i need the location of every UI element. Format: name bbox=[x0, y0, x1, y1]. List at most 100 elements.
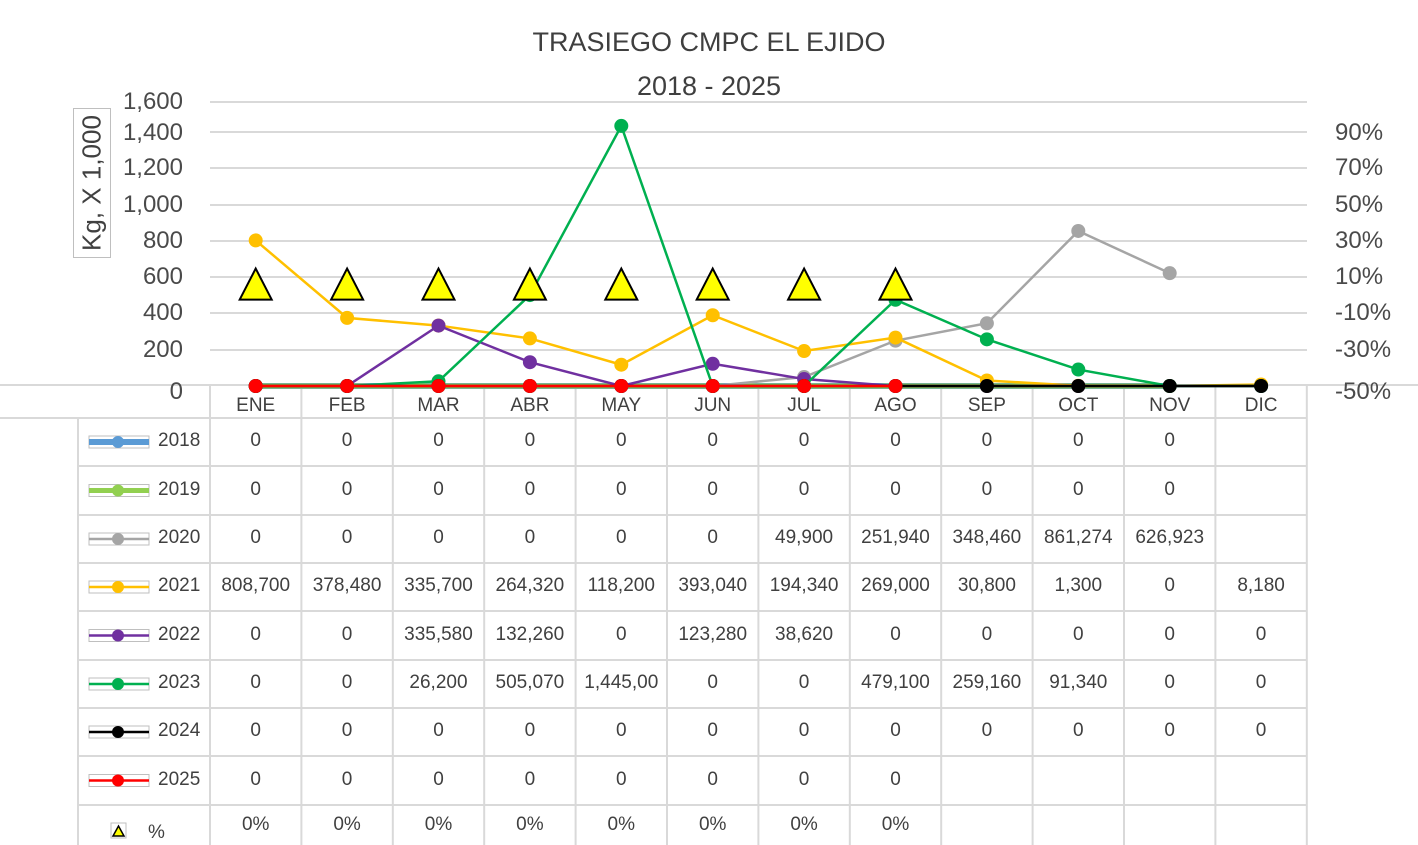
data-label: 8,180 bbox=[1237, 575, 1285, 596]
data-label: 808,700 bbox=[221, 575, 291, 596]
data-label: 0 bbox=[981, 720, 993, 741]
percent-marker bbox=[238, 266, 274, 301]
x-tick-label: DIC bbox=[1244, 395, 1278, 416]
data-label: 0 bbox=[616, 478, 627, 500]
percent-marker bbox=[786, 266, 822, 301]
y2-tick-label: 50% bbox=[1335, 191, 1384, 218]
legend-key-marker-2024 bbox=[112, 726, 124, 738]
data-label: 0 bbox=[1255, 720, 1267, 741]
data-label: 0 bbox=[707, 430, 718, 451]
data-point-2023 bbox=[614, 118, 629, 133]
data-point-2021 bbox=[340, 310, 355, 325]
data-label: 0 bbox=[798, 720, 810, 741]
data-label: 348,460 bbox=[952, 527, 1022, 548]
x-tick-label: FEB bbox=[328, 395, 366, 416]
data-label: 91,340 bbox=[1049, 672, 1108, 693]
data-label: 0 bbox=[250, 527, 261, 548]
y-tick-label: 1,000 bbox=[122, 191, 183, 218]
data-label: 38,620 bbox=[775, 623, 834, 645]
data-label: 0 bbox=[890, 430, 901, 451]
data-label: 0 bbox=[616, 768, 627, 790]
percent-marker bbox=[695, 266, 731, 301]
y-tick-label: 1,600 bbox=[122, 88, 183, 115]
data-label: 0 bbox=[1164, 672, 1175, 693]
data-point-2022 bbox=[522, 355, 537, 370]
data-point-2020 bbox=[1071, 223, 1086, 238]
data-label: 0 bbox=[433, 768, 444, 790]
data-label: 479,100 bbox=[861, 672, 930, 693]
legend-label-2025: 2025 bbox=[158, 768, 201, 790]
data-point-2025 bbox=[522, 379, 537, 393]
data-label: 393,040 bbox=[678, 575, 748, 596]
data-label: 861,274 bbox=[1043, 527, 1113, 548]
legend-label-2019: 2019 bbox=[158, 478, 201, 500]
legend-label-2018: 2018 bbox=[158, 430, 201, 451]
data-point-2024 bbox=[1071, 379, 1086, 393]
percent-label: 0% bbox=[333, 814, 361, 835]
legend-key-marker-2025 bbox=[112, 774, 124, 787]
y-tick-label: 600 bbox=[142, 263, 183, 290]
data-label: 0 bbox=[1164, 575, 1175, 596]
legend-key-percent-marker bbox=[111, 824, 126, 837]
data-label: 0 bbox=[250, 720, 261, 741]
percent-marker bbox=[512, 266, 548, 301]
y-tick-label: 1,200 bbox=[122, 154, 183, 181]
data-label: 0 bbox=[433, 527, 444, 548]
data-label: 0 bbox=[250, 672, 261, 693]
data-label: 0 bbox=[890, 478, 901, 500]
data-label: 0 bbox=[524, 720, 536, 741]
data-label: 0 bbox=[341, 720, 353, 741]
percent-marker bbox=[420, 266, 457, 301]
data-label: 0 bbox=[524, 527, 536, 548]
data-label: 0 bbox=[341, 430, 353, 451]
data-label: 0 bbox=[1073, 478, 1084, 500]
data-point-2024 bbox=[979, 379, 994, 393]
x-tick-label: ABR bbox=[510, 395, 550, 416]
data-label: 0 bbox=[798, 478, 810, 500]
data-point-2025 bbox=[614, 379, 629, 393]
data-point-2025 bbox=[797, 379, 812, 393]
y-tick-label: 200 bbox=[142, 336, 183, 363]
data-label: 0 bbox=[707, 768, 718, 790]
legend-label-2024: 2024 bbox=[158, 720, 201, 741]
legend-key-marker-2019 bbox=[112, 484, 124, 497]
x-tick-label: JUL bbox=[787, 395, 821, 416]
data-label: 0 bbox=[616, 430, 627, 451]
data-label: 0 bbox=[798, 768, 810, 790]
data-label: 0 bbox=[250, 478, 261, 500]
percent-marker bbox=[877, 266, 914, 301]
y2-tick-label: -50% bbox=[1335, 378, 1392, 405]
x-tick-label: NOV bbox=[1149, 395, 1191, 416]
percent-label: 0% bbox=[424, 814, 453, 835]
legend-label-2022: 2022 bbox=[158, 623, 201, 645]
x-tick-label: MAY bbox=[601, 395, 642, 416]
data-label: 0 bbox=[1255, 623, 1267, 645]
data-label: 0 bbox=[341, 527, 353, 548]
legend-key-marker-2023 bbox=[112, 678, 124, 690]
data-label: 0 bbox=[1164, 430, 1175, 451]
data-label: 0 bbox=[250, 430, 261, 451]
data-label: 0 bbox=[1164, 478, 1175, 500]
data-label: 0 bbox=[798, 430, 810, 451]
y2-tick-label: 30% bbox=[1335, 227, 1384, 254]
x-tick-label: OCT bbox=[1058, 395, 1099, 416]
percent-marker bbox=[329, 266, 365, 301]
data-label: 264,320 bbox=[495, 575, 565, 596]
data-label: 0 bbox=[341, 672, 353, 693]
y-tick-label: 800 bbox=[142, 227, 183, 254]
data-label: 0 bbox=[433, 720, 444, 741]
data-point-2021 bbox=[705, 308, 720, 323]
data-point-2024 bbox=[1254, 379, 1269, 393]
legend-key-box bbox=[110, 822, 127, 839]
data-point-2025 bbox=[248, 379, 263, 393]
percent-label: 0% bbox=[881, 814, 910, 835]
data-point-2020 bbox=[1162, 266, 1177, 281]
y2-tick-label: 10% bbox=[1335, 263, 1384, 290]
data-label: 0 bbox=[707, 527, 718, 548]
data-label: 0 bbox=[707, 478, 718, 500]
data-label: 0 bbox=[616, 720, 627, 741]
data-point-2021 bbox=[522, 331, 537, 346]
data-label: 1,300 bbox=[1054, 575, 1103, 596]
data-point-2024 bbox=[1162, 379, 1177, 393]
data-label: 0 bbox=[524, 768, 536, 790]
